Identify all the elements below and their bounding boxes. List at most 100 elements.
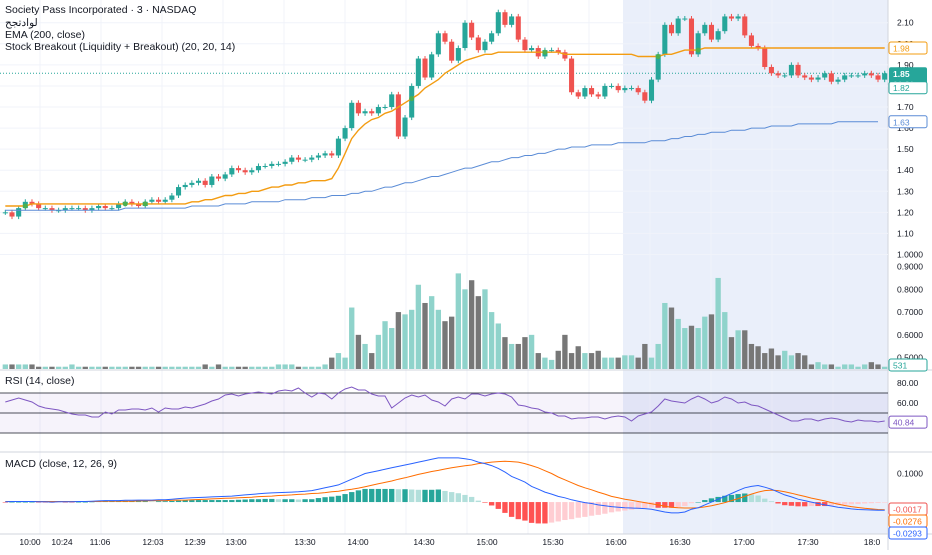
candle bbox=[49, 208, 55, 211]
macd-histogram-bar bbox=[202, 500, 208, 503]
macd-histogram-bar bbox=[482, 502, 488, 503]
candle bbox=[782, 75, 788, 77]
volume-bar bbox=[109, 366, 115, 369]
macd-histogram-bar bbox=[355, 490, 362, 503]
candle bbox=[362, 111, 368, 114]
macd-histogram-bar bbox=[62, 502, 68, 503]
volume-bar bbox=[62, 366, 68, 369]
candle bbox=[495, 12, 501, 34]
volume-bar bbox=[668, 307, 675, 369]
volume-bar bbox=[755, 346, 761, 369]
volume-bar bbox=[735, 330, 741, 369]
candle bbox=[615, 85, 621, 91]
macd-histogram-bar bbox=[535, 502, 541, 524]
volume-bar bbox=[862, 364, 868, 369]
secondary-price-badge: 1.82 bbox=[893, 83, 910, 93]
candle bbox=[422, 58, 428, 78]
volume-bar bbox=[102, 366, 108, 369]
macd-histogram-bar bbox=[275, 499, 282, 503]
macd-histogram-bar bbox=[842, 502, 848, 505]
volume-bar bbox=[69, 364, 75, 369]
breakout-signal-dot bbox=[542, 49, 548, 55]
macd-histogram-bar bbox=[142, 501, 148, 503]
volume-bar bbox=[9, 364, 15, 369]
rsi-badge-box bbox=[888, 415, 928, 429]
candle bbox=[555, 50, 561, 53]
macd-histogram-bar bbox=[229, 500, 235, 503]
volume-bar bbox=[35, 366, 42, 369]
macd-panel-label[interactable]: MACD (close, 12, 26, 9) bbox=[5, 458, 118, 470]
macd-histogram-bar bbox=[382, 488, 388, 503]
candle bbox=[802, 75, 808, 78]
candle bbox=[342, 128, 348, 139]
macd-histogram-bar bbox=[488, 502, 495, 506]
macd-histogram-bar bbox=[795, 502, 801, 507]
macd-histogram-bar bbox=[722, 495, 728, 503]
candle bbox=[502, 12, 508, 25]
volume-bar bbox=[482, 289, 488, 369]
symbol-subtitle: لوادتجح bbox=[5, 17, 38, 29]
volume-bar bbox=[389, 328, 395, 369]
macd-histogram-bar bbox=[175, 500, 182, 503]
candle bbox=[648, 79, 655, 101]
candle bbox=[589, 88, 595, 95]
volume-tick-label: 0.5000 bbox=[897, 353, 923, 363]
volume-bar bbox=[808, 364, 815, 369]
macd-histogram-bar bbox=[868, 502, 875, 504]
macd-histogram-bar bbox=[195, 500, 202, 503]
volume-bar bbox=[695, 328, 701, 369]
volume-bar bbox=[95, 366, 102, 369]
time-tick-label: 10:24 bbox=[51, 537, 73, 547]
candle bbox=[242, 170, 248, 173]
volume-bar bbox=[42, 366, 48, 369]
candle bbox=[662, 24, 668, 55]
macd-histogram-bar bbox=[582, 502, 588, 517]
candle bbox=[29, 201, 35, 204]
price-tick-label: 1.0000 bbox=[897, 249, 923, 259]
time-tick-label: 16:30 bbox=[669, 537, 691, 547]
volume-bar bbox=[2, 364, 8, 369]
ema-indicator-label[interactable]: EMA (200, close) bbox=[5, 29, 85, 41]
volume-bar bbox=[335, 353, 342, 369]
macd-histogram-bar bbox=[775, 502, 781, 504]
candle bbox=[282, 161, 288, 164]
volume-bar bbox=[382, 321, 388, 369]
macd-histogram-bar bbox=[389, 488, 395, 503]
macd-histogram-bar bbox=[69, 502, 75, 503]
volume-bar bbox=[682, 328, 688, 369]
candle bbox=[795, 64, 801, 76]
macd-value-badge-box bbox=[888, 526, 928, 540]
volume-bar bbox=[142, 366, 148, 369]
volume-bar bbox=[442, 321, 448, 369]
macd-histogram-bar bbox=[182, 500, 188, 503]
macd-histogram-bar bbox=[708, 498, 715, 503]
macd-histogram-bar bbox=[875, 502, 881, 503]
candle bbox=[96, 206, 102, 209]
candle bbox=[822, 73, 828, 78]
macd-histogram-bar bbox=[462, 494, 468, 503]
volume-bar bbox=[495, 323, 501, 369]
price-tick-label: 1.90 bbox=[897, 60, 914, 70]
candle bbox=[129, 201, 135, 204]
volume-bar bbox=[555, 350, 561, 369]
breakout-signal-dot bbox=[409, 96, 415, 102]
rsi-panel-label[interactable]: RSI (14, close) bbox=[5, 375, 75, 387]
breakout-indicator-label[interactable]: Stock Breakout (Liquidity + Breakout) (2… bbox=[5, 41, 236, 53]
volume-bar bbox=[702, 316, 708, 369]
session-highlight bbox=[623, 0, 888, 534]
macd-histogram-bar bbox=[608, 502, 615, 513]
volume-bar bbox=[215, 364, 222, 369]
candle bbox=[788, 64, 794, 76]
volume-bar bbox=[322, 364, 328, 369]
candle bbox=[609, 85, 615, 87]
volume-bar bbox=[642, 343, 648, 369]
macd-histogram-bar bbox=[215, 500, 222, 503]
volume-bar bbox=[515, 343, 521, 369]
candle bbox=[815, 77, 821, 80]
candle bbox=[515, 16, 521, 40]
macd-histogram-bar bbox=[55, 502, 62, 503]
candle bbox=[489, 33, 495, 42]
macd-histogram-bar bbox=[82, 502, 88, 503]
volume-bar bbox=[882, 366, 888, 369]
